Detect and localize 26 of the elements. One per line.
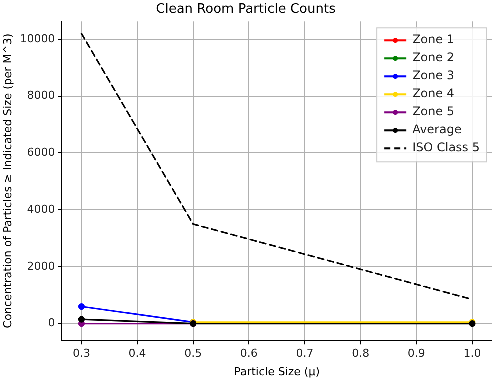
legend-label: Zone 3 [412, 68, 455, 83]
x-tick-label: 0.7 [296, 347, 314, 360]
point [78, 316, 86, 323]
y-tick-label: 8000 [27, 89, 56, 102]
legend-label: Zone 5 [412, 104, 455, 119]
y-tick-label: 4000 [27, 202, 56, 216]
x-axis-title: Particle Size (μ) [234, 365, 320, 378]
legend-label: Zone 4 [412, 86, 455, 101]
y-tick-label: 10000 [20, 32, 56, 46]
y-tick-label: 0 [48, 316, 56, 330]
y-tick-label: 6000 [27, 146, 56, 160]
x-tick-label: 0.8 [352, 347, 370, 360]
chart-title: Clean Room Particle Counts [156, 2, 336, 18]
legend-label: Zone 1 [412, 32, 455, 47]
x-tick-label: 0.3 [72, 347, 90, 360]
legend-label: ISO Class 5 [412, 140, 480, 155]
legend-label: Average [412, 122, 462, 137]
point [78, 303, 86, 310]
x-tick-label: 0.5 [184, 347, 202, 360]
x-tick-label: 0.9 [408, 347, 426, 360]
x-tick-label: 0.4 [128, 347, 146, 360]
y-tick-label: 2000 [27, 260, 56, 273]
x-tick-label: 0.6 [240, 347, 258, 360]
x-tick-label: 1.0 [464, 347, 482, 360]
legend-label: Zone 2 [412, 50, 455, 65]
y-axis-title: Concentration of Particles ≥ Indicated Size (per M^3) [1, 34, 14, 328]
